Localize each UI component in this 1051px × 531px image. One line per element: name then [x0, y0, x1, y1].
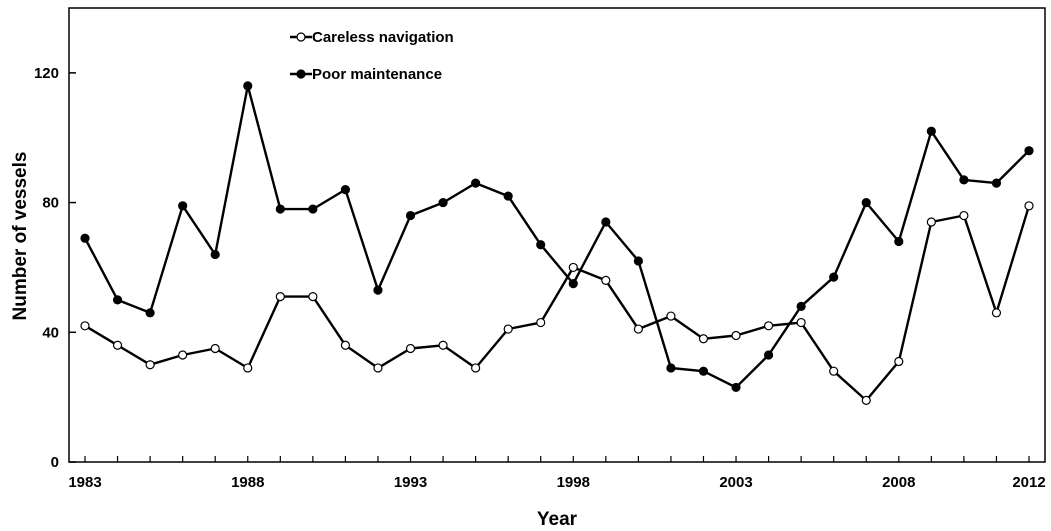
data-point	[601, 217, 611, 227]
data-point	[340, 185, 351, 195]
data-point	[503, 324, 513, 334]
data-point	[145, 360, 155, 370]
data-point	[112, 295, 123, 305]
y-tick-label: 80	[42, 195, 59, 212]
data-point	[763, 321, 774, 331]
data-point	[991, 308, 1002, 318]
x-tick-label: 2012	[1012, 474, 1045, 491]
data-point	[210, 343, 220, 354]
data-point	[601, 275, 611, 285]
data-point	[308, 204, 318, 214]
data-point	[178, 201, 188, 211]
data-point	[861, 197, 871, 208]
data-point	[80, 233, 90, 243]
series-line	[83, 84, 1030, 389]
data-point	[633, 256, 643, 266]
data-point	[926, 126, 936, 136]
plot-frame	[68, 7, 1046, 463]
data-point	[308, 292, 318, 302]
data-point	[894, 356, 904, 367]
data-point	[959, 175, 969, 185]
series-line	[84, 205, 1031, 402]
data-point	[829, 366, 839, 376]
data-point	[796, 301, 806, 311]
x-tick-label: 1993	[394, 474, 427, 491]
data-point	[1024, 146, 1034, 156]
y-tick-label: 0	[51, 454, 59, 471]
data-point	[796, 317, 806, 328]
data-point	[340, 340, 351, 350]
data-point	[373, 363, 383, 373]
data-point	[698, 334, 709, 344]
y-axis-title: Number of vessels	[10, 152, 31, 321]
data-point	[178, 350, 188, 360]
data-point	[405, 210, 416, 221]
data-point	[959, 210, 969, 221]
series-layer	[80, 81, 1034, 405]
legend-marker	[296, 69, 306, 79]
legend-label: Careless navigation	[312, 29, 454, 46]
data-point	[633, 324, 643, 334]
x-tick-label: 2003	[719, 474, 752, 491]
x-tick-label: 1998	[557, 474, 590, 491]
x-tick-label: 1983	[68, 474, 101, 491]
data-point	[666, 311, 676, 321]
legend: Careless navigation Poor maintenance	[290, 29, 454, 83]
data-point	[438, 340, 448, 350]
legend-label: Poor maintenance	[312, 66, 442, 83]
x-tick-label: 1988	[231, 474, 264, 491]
data-point	[731, 382, 741, 393]
data-point	[1024, 201, 1034, 211]
data-point	[829, 272, 839, 282]
data-point	[80, 321, 90, 331]
data-point	[373, 285, 383, 295]
data-point	[894, 236, 904, 247]
data-point	[405, 343, 416, 354]
y-tick-label: 120	[34, 65, 59, 82]
data-point	[243, 81, 253, 91]
y-tick-label: 40	[42, 324, 59, 341]
data-point	[438, 197, 448, 208]
data-point	[503, 191, 513, 201]
data-point	[763, 350, 774, 360]
data-point	[145, 308, 155, 318]
data-point	[275, 204, 285, 214]
data-point	[275, 292, 285, 302]
legend-marker	[296, 32, 306, 42]
data-point	[991, 178, 1002, 188]
data-point	[112, 340, 123, 350]
data-point	[471, 363, 481, 373]
data-point	[471, 178, 481, 188]
data-point	[210, 249, 220, 260]
data-point	[666, 363, 676, 373]
axis-layer: 0 40 80 120 1983 1988 1993 1998 2003 2008 2012	[34, 65, 1046, 491]
x-tick-label: 2008	[882, 474, 915, 491]
x-axis-title: Year	[537, 509, 578, 530]
data-point	[568, 279, 578, 289]
data-point	[243, 363, 253, 373]
data-point	[698, 366, 709, 376]
data-point	[926, 217, 936, 227]
data-point	[536, 317, 546, 328]
data-point	[731, 330, 741, 341]
data-point	[536, 240, 546, 250]
data-point	[861, 395, 871, 405]
data-point	[568, 262, 578, 273]
